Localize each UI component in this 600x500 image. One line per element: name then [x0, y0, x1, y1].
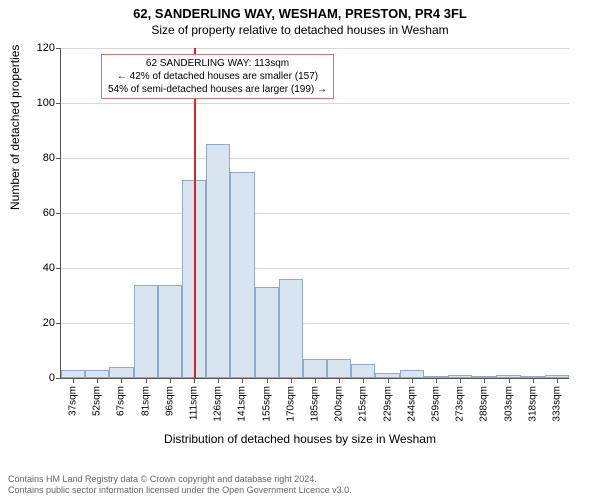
- histogram-bar: [61, 370, 85, 378]
- x-tick-mark: [73, 378, 74, 383]
- grid-line: [61, 158, 569, 159]
- x-tick-mark: [194, 378, 195, 383]
- histogram-bar: [303, 359, 327, 378]
- histogram-bar: [279, 279, 303, 378]
- x-tick-mark: [339, 378, 340, 383]
- chart-subtitle: Size of property relative to detached ho…: [0, 21, 600, 37]
- x-tick-label: 111sqm: [189, 384, 200, 420]
- info-box-line-3: 54% of semi-detached houses are larger (…: [108, 83, 327, 96]
- x-tick-label: 126sqm: [213, 384, 224, 422]
- x-tick-label: 52sqm: [92, 384, 103, 416]
- x-tick-mark: [388, 378, 389, 383]
- x-tick-label: 200sqm: [334, 384, 345, 422]
- x-tick-mark: [460, 378, 461, 383]
- x-tick-mark: [557, 378, 558, 383]
- footer-line-1: Contains HM Land Registry data © Crown c…: [8, 474, 592, 485]
- histogram-bar: [134, 285, 158, 379]
- chart-title: 62, SANDERLING WAY, WESHAM, PRESTON, PR4…: [0, 0, 600, 21]
- x-tick-label: 244sqm: [406, 384, 417, 422]
- histogram-bar: [255, 287, 279, 378]
- x-tick-label: 67sqm: [116, 384, 127, 416]
- histogram-bar: [206, 144, 230, 378]
- histogram-bar: [109, 367, 133, 378]
- x-tick-label: 229sqm: [382, 384, 393, 422]
- x-tick-label: 155sqm: [261, 384, 272, 422]
- x-tick-label: 141sqm: [237, 384, 248, 422]
- x-tick-mark: [533, 378, 534, 383]
- x-tick-label: 318sqm: [527, 384, 538, 422]
- x-tick-label: 81sqm: [140, 384, 151, 416]
- x-tick-mark: [242, 378, 243, 383]
- info-box-line-1: 62 SANDERLING WAY: 113sqm: [108, 57, 327, 70]
- y-tick-mark: [56, 323, 61, 324]
- y-tick-mark: [56, 268, 61, 269]
- x-tick-mark: [218, 378, 219, 383]
- x-tick-mark: [170, 378, 171, 383]
- histogram-bar: [85, 370, 109, 378]
- x-axis-label: Distribution of detached houses by size …: [0, 432, 600, 446]
- x-tick-label: 303sqm: [503, 384, 514, 422]
- x-tick-mark: [436, 378, 437, 383]
- x-tick-label: 170sqm: [285, 384, 296, 422]
- y-tick-mark: [56, 48, 61, 49]
- x-tick-mark: [97, 378, 98, 383]
- y-axis-label: Number of detached properties: [8, 45, 22, 210]
- grid-line: [61, 103, 569, 104]
- grid-line: [61, 48, 569, 49]
- x-tick-mark: [484, 378, 485, 383]
- histogram-bar: [327, 359, 351, 378]
- histogram-bar: [400, 370, 424, 378]
- x-tick-label: 96sqm: [164, 384, 175, 416]
- x-tick-label: 333sqm: [551, 384, 562, 422]
- grid-line: [61, 213, 569, 214]
- x-tick-mark: [291, 378, 292, 383]
- grid-line: [61, 268, 569, 269]
- plot-area: 02040608010012037sqm52sqm67sqm81sqm96sqm…: [60, 48, 569, 379]
- histogram-bar: [158, 285, 182, 379]
- x-tick-mark: [146, 378, 147, 383]
- x-tick-mark: [121, 378, 122, 383]
- footer-attribution: Contains HM Land Registry data © Crown c…: [8, 474, 592, 496]
- x-tick-label: 273sqm: [455, 384, 466, 422]
- x-tick-mark: [267, 378, 268, 383]
- x-tick-label: 185sqm: [310, 384, 321, 422]
- y-tick-mark: [56, 103, 61, 104]
- y-tick-mark: [56, 213, 61, 214]
- x-tick-label: 288sqm: [479, 384, 490, 422]
- chart-container: 62, SANDERLING WAY, WESHAM, PRESTON, PR4…: [0, 0, 600, 500]
- histogram-bar: [351, 364, 375, 378]
- y-tick-mark: [56, 378, 61, 379]
- x-tick-mark: [412, 378, 413, 383]
- x-tick-mark: [363, 378, 364, 383]
- y-tick-mark: [56, 158, 61, 159]
- x-tick-label: 215sqm: [358, 384, 369, 422]
- x-tick-label: 259sqm: [430, 384, 441, 422]
- histogram-bar: [230, 172, 254, 378]
- x-tick-mark: [315, 378, 316, 383]
- footer-line-2: Contains public sector information licen…: [8, 485, 592, 496]
- x-tick-label: 37sqm: [68, 384, 79, 416]
- info-box-line-2: ← 42% of detached houses are smaller (15…: [108, 70, 327, 83]
- info-box: 62 SANDERLING WAY: 113sqm← 42% of detach…: [101, 54, 334, 99]
- x-tick-mark: [509, 378, 510, 383]
